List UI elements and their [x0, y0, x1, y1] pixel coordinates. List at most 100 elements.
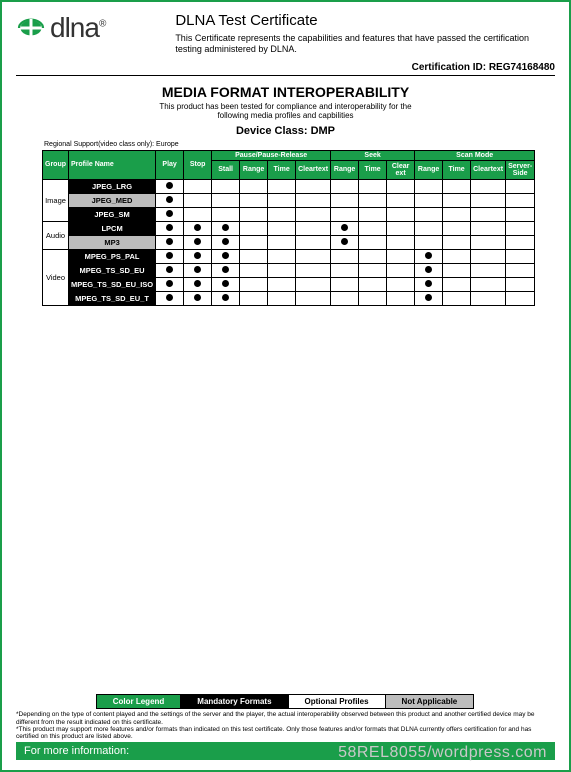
dlna-logo: dlna®	[16, 12, 105, 44]
capability-cell	[268, 193, 296, 207]
capability-cell	[415, 221, 443, 235]
capability-cell	[156, 179, 184, 193]
capability-cell	[268, 207, 296, 221]
capability-cell	[415, 207, 443, 221]
dot-icon	[194, 238, 201, 245]
capability-cell	[240, 263, 268, 277]
dot-icon	[166, 210, 173, 217]
capability-cell	[240, 207, 268, 221]
capability-cell	[331, 263, 359, 277]
capability-cell	[156, 249, 184, 263]
table-row: JPEG_MED	[43, 193, 535, 207]
capability-cell	[331, 179, 359, 193]
dot-icon	[222, 280, 229, 287]
legend-row: Color Legend Mandatory Formats Optional …	[16, 694, 555, 709]
capability-cell	[212, 235, 240, 249]
dot-icon	[194, 294, 201, 301]
dot-icon	[194, 280, 201, 287]
capability-cell	[415, 179, 443, 193]
legend-optional: Optional Profiles	[288, 694, 386, 709]
regional-support: Regional Support(video class only): Euro…	[44, 141, 555, 148]
dot-icon	[194, 224, 201, 231]
table-row: MPEG_TS_SD_EU	[43, 263, 535, 277]
table-row: AudioLPCM	[43, 221, 535, 235]
capability-cell	[296, 193, 331, 207]
footer: Color Legend Mandatory Formats Optional …	[16, 694, 555, 760]
capability-cell	[506, 193, 535, 207]
dot-icon	[166, 280, 173, 287]
group-cell: Audio	[43, 221, 69, 249]
capability-cell	[387, 277, 415, 291]
capability-cell	[268, 263, 296, 277]
capability-cell	[506, 249, 535, 263]
capability-cell	[387, 249, 415, 263]
section-desc: This product has been tested for complia…	[16, 102, 555, 121]
capability-cell	[212, 263, 240, 277]
capability-cell	[415, 291, 443, 305]
capability-cell	[331, 291, 359, 305]
capability-cell	[212, 193, 240, 207]
table-row: MPEG_TS_SD_EU_T	[43, 291, 535, 305]
capability-cell	[184, 179, 212, 193]
table-row: MP3	[43, 235, 535, 249]
cert-id-value: REG74168480	[489, 62, 555, 73]
capability-cell	[387, 263, 415, 277]
capability-cell	[212, 207, 240, 221]
capability-cell	[240, 221, 268, 235]
capability-cell	[506, 221, 535, 235]
capability-cell	[471, 291, 506, 305]
capability-cell	[184, 221, 212, 235]
capability-cell	[387, 179, 415, 193]
capability-cell	[506, 277, 535, 291]
capability-cell	[268, 179, 296, 193]
dot-icon	[425, 252, 432, 259]
capability-cell	[296, 291, 331, 305]
disclaimer-text: *Depending on the type of content played…	[16, 711, 555, 740]
device-class: Device Class: DMP	[16, 125, 555, 137]
dot-icon	[166, 266, 173, 273]
capability-cell	[443, 235, 471, 249]
capability-cell	[387, 235, 415, 249]
dot-icon	[166, 182, 173, 189]
profile-cell: MPEG_TS_SD_EU_ISO	[69, 277, 156, 291]
legend-na: Not Applicable	[385, 694, 475, 709]
certificate-title: DLNA Test Certificate	[175, 12, 555, 29]
dot-icon	[341, 238, 348, 245]
capability-cell	[443, 193, 471, 207]
dot-icon	[194, 266, 201, 273]
capability-cell	[331, 221, 359, 235]
capability-cell	[184, 235, 212, 249]
group-cell: Image	[43, 179, 69, 221]
capability-cell	[184, 249, 212, 263]
capability-cell	[443, 207, 471, 221]
capability-cell	[471, 193, 506, 207]
capability-cell	[296, 235, 331, 249]
capability-cell	[240, 291, 268, 305]
capability-cell	[184, 291, 212, 305]
capability-cell	[506, 291, 535, 305]
dlna-logo-icon	[16, 13, 46, 43]
capability-cell	[359, 263, 387, 277]
capability-cell	[268, 277, 296, 291]
dot-icon	[222, 266, 229, 273]
capability-cell	[471, 235, 506, 249]
dot-icon	[194, 252, 201, 259]
capability-cell	[443, 291, 471, 305]
profile-cell: MPEG_TS_SD_EU_T	[69, 291, 156, 305]
capability-cell	[184, 263, 212, 277]
certification-id-row: Certification ID: REG74168480	[16, 62, 555, 76]
capability-cell	[268, 235, 296, 249]
more-info-label: For more information:	[24, 745, 129, 757]
capability-cell	[296, 249, 331, 263]
capability-cell	[471, 179, 506, 193]
capability-cell	[387, 193, 415, 207]
table-row: ImageJPEG_LRG	[43, 179, 535, 193]
capability-cell	[506, 207, 535, 221]
capability-cell	[331, 277, 359, 291]
profile-cell: JPEG_MED	[69, 193, 156, 207]
section-title: MEDIA FORMAT INTEROPERABILITY	[16, 84, 555, 100]
certificate-header: dlna® DLNA Test Certificate This Certifi…	[16, 12, 555, 56]
interoperability-table: GroupProfile NamePlayStopPause/Pause-Rel…	[42, 150, 535, 306]
profile-cell: MPEG_PS_PAL	[69, 249, 156, 263]
capability-cell	[240, 235, 268, 249]
